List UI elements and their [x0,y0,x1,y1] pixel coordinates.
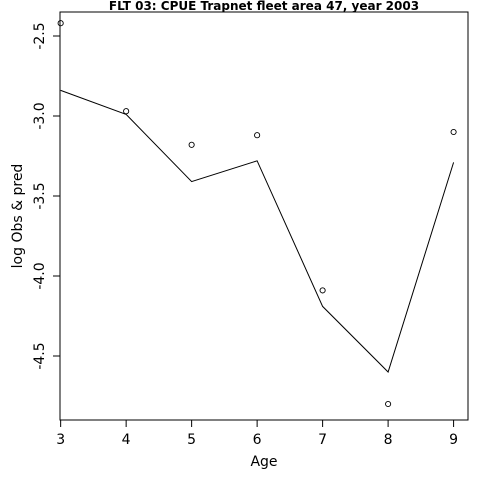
observed-series [57,20,457,408]
y-tick-label: -2.5 [32,22,48,49]
y-tick-label: -3.0 [32,102,48,129]
x-tick-label: 8 [384,432,393,448]
x-axis: 3 4 5 6 7 8 9 [56,420,458,448]
observed-point [57,20,64,27]
observed-point [385,400,392,408]
x-tick-label: 5 [187,432,196,448]
y-tick-label: -4.5 [32,342,48,369]
predicted-series [60,89,455,373]
x-tick-label: 3 [56,432,65,448]
x-tick-label: 9 [449,432,458,448]
chart-title: FLT 03: CPUE Trapnet fleet area 47, year… [109,0,419,13]
observed-point [188,141,195,148]
y-axis: -2.5 -3.0 -3.5 -4.0 -4.5 [32,22,60,370]
y-tick-label: -3.5 [32,182,48,209]
x-tick-label: 4 [122,432,131,448]
observed-point [450,128,457,136]
x-tick-label: 7 [318,432,327,448]
observed-point [254,132,261,139]
x-tick-label: 6 [253,432,262,448]
observed-point [319,287,326,294]
predicted-line [60,89,455,373]
observed-point [123,108,130,115]
plot-frame [59,11,469,421]
y-tick-label: -4.0 [32,262,48,289]
y-axis-label: log Obs & pred [10,164,26,269]
x-axis-label: Age [250,454,277,470]
